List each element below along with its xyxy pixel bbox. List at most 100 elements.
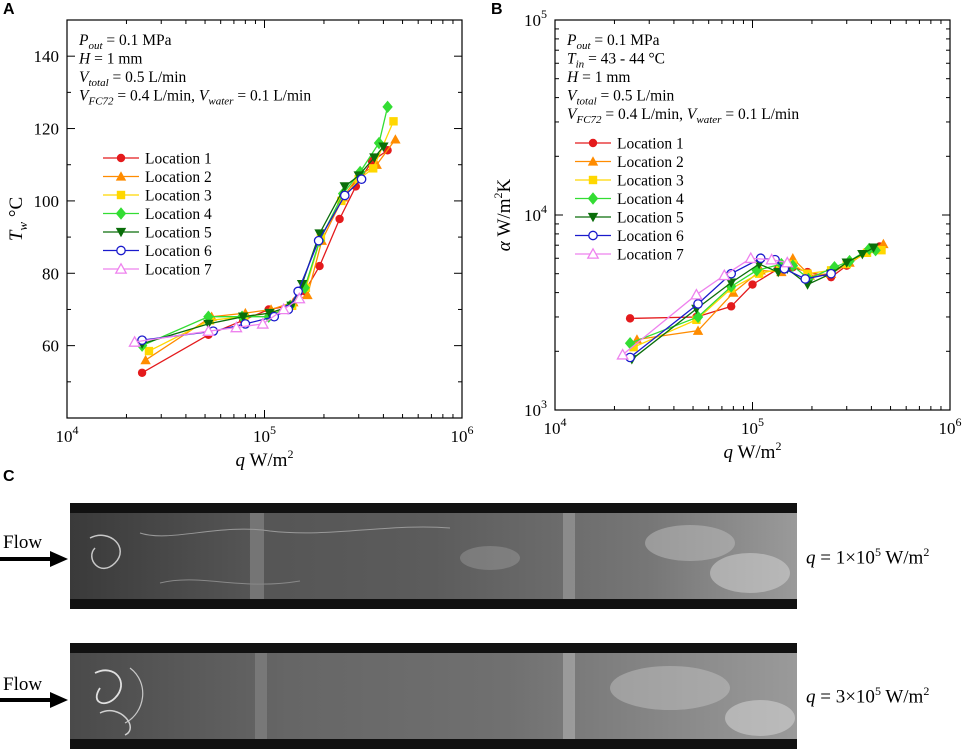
legend-marker xyxy=(588,138,598,148)
data-point xyxy=(302,289,313,300)
legend-label: Location 1 xyxy=(145,151,212,168)
legend-item: Location 2 xyxy=(575,154,684,171)
legend-label: Location 7 xyxy=(145,262,212,279)
annotation-line: H = 1 mm xyxy=(78,51,142,68)
y-tick-label: 60 xyxy=(42,337,59,356)
q-unit: W/m xyxy=(880,547,924,569)
data-point xyxy=(237,312,249,322)
flow-arrow-top-icon xyxy=(0,551,68,567)
q-exponent: 5 xyxy=(874,684,881,698)
data-point xyxy=(144,346,154,356)
legend-item: Location 1 xyxy=(103,151,212,168)
y-tick-label: 105 xyxy=(524,7,547,30)
y-tick-label: 120 xyxy=(34,120,60,139)
data-point xyxy=(629,342,638,352)
flow-label-bottom: Flow xyxy=(3,674,43,695)
annotation-line: Vtotal = 0.5 L/min xyxy=(567,88,675,108)
legend-marker xyxy=(116,245,126,256)
data-point xyxy=(335,214,344,224)
data-point xyxy=(140,354,151,365)
data-point xyxy=(203,319,214,330)
legend-marker xyxy=(114,262,128,274)
legend-marker xyxy=(587,192,599,205)
legend-label: Location 4 xyxy=(617,191,684,208)
annotation-line: VFC72 = 0.4 L/min, Vwater = 0.1 L/min xyxy=(79,88,311,108)
data-point xyxy=(803,269,812,278)
data-point xyxy=(230,321,243,333)
y-tick-label: 140 xyxy=(34,47,60,66)
legend-label: Location 4 xyxy=(145,206,212,223)
data-point xyxy=(780,256,794,268)
x-tick-label: 106 xyxy=(939,415,962,438)
legend-item: Location 6 xyxy=(575,228,684,245)
x-axis-label: q W/m2 xyxy=(236,447,294,470)
y-axis-label: Tw °C xyxy=(6,197,30,241)
x-tick-label: 105 xyxy=(253,423,276,446)
legend-label: Location 3 xyxy=(617,173,684,190)
legend-label: Location 3 xyxy=(145,188,212,205)
data-point xyxy=(878,238,889,249)
legend-label: Location 1 xyxy=(617,136,684,153)
data-point xyxy=(692,325,704,335)
flow-photo-bottom xyxy=(70,643,797,749)
q-unit: W/m xyxy=(880,686,924,708)
data-point xyxy=(744,251,758,264)
legend-item: Location 7 xyxy=(103,262,212,279)
annotation-line: Pout = 0.1 MPa xyxy=(78,32,172,52)
legend-label: Location 6 xyxy=(145,243,212,260)
x-axis-label: q W/m2 xyxy=(724,439,782,463)
data-point xyxy=(339,190,350,201)
y-axis-label: α W/m2K xyxy=(491,179,515,252)
y-tick-label: 100 xyxy=(34,192,60,211)
data-point xyxy=(616,348,629,360)
annotation-line: Pout = 0.1 MPa xyxy=(566,32,660,52)
data-point xyxy=(296,279,308,290)
data-point xyxy=(314,229,325,239)
data-point xyxy=(787,259,799,272)
legend-label: Location 2 xyxy=(145,169,212,186)
chart-a: 104 105 106 60 80 100 120 140 q W/m2 Tw °C Pout = … xyxy=(6,19,474,470)
q-exponent: 5 xyxy=(874,545,881,559)
data-point xyxy=(726,302,736,311)
legend-label: Location 5 xyxy=(617,210,684,227)
data-point xyxy=(868,243,879,253)
data-point xyxy=(625,314,635,323)
x-tick-label: 104 xyxy=(544,415,567,438)
data-point xyxy=(857,249,868,260)
x-tick-label: 106 xyxy=(451,423,474,446)
legend-label: Location 2 xyxy=(617,154,684,171)
data-point xyxy=(356,174,367,185)
data-point xyxy=(378,142,389,152)
legend-marker xyxy=(115,227,127,238)
series-location-7 xyxy=(128,292,306,347)
data-point xyxy=(390,134,401,144)
legend-label: Location 5 xyxy=(145,225,212,242)
data-point xyxy=(368,164,378,173)
data-point xyxy=(382,100,393,114)
legend-label: Location 6 xyxy=(617,228,684,245)
x-tick-label: 105 xyxy=(741,415,764,438)
data-point xyxy=(826,268,836,279)
annotation-line: VFC72 = 0.4 L/min, Vwater = 0.1 L/min xyxy=(567,106,799,126)
panel-label-a: A xyxy=(3,1,15,18)
data-point xyxy=(315,261,324,271)
y-tick-label: 80 xyxy=(42,264,59,283)
q-symbol: q xyxy=(806,547,816,569)
data-point xyxy=(339,182,350,192)
data-point xyxy=(313,235,324,246)
data-point xyxy=(369,153,380,163)
legend-marker xyxy=(586,247,600,259)
q-value: = 3×10 xyxy=(815,686,875,708)
data-point xyxy=(754,269,764,278)
data-point xyxy=(128,335,141,347)
legend-item: Location 2 xyxy=(103,169,212,186)
data-point xyxy=(765,253,778,265)
legend-item: Location 4 xyxy=(575,191,684,208)
q-unit-exponent: 2 xyxy=(923,684,930,698)
legend-item: Location 4 xyxy=(103,206,212,223)
data-point xyxy=(264,308,275,319)
data-point xyxy=(690,288,703,300)
